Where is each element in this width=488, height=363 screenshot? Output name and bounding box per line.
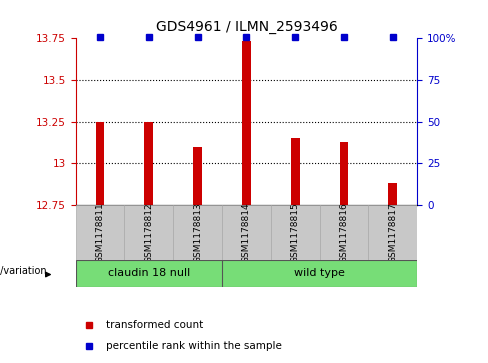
Bar [368,205,417,260]
Text: GSM1178816: GSM1178816 [340,202,348,263]
Text: claudin 18 null: claudin 18 null [108,268,190,278]
Bar [124,205,173,260]
Text: GSM1178812: GSM1178812 [144,202,153,263]
Bar [340,142,348,205]
Bar [320,205,368,260]
Title: GDS4961 / ILMN_2593496: GDS4961 / ILMN_2593496 [156,20,337,34]
Bar [144,122,153,205]
Bar [271,205,320,260]
Text: percentile rank within the sample: percentile rank within the sample [106,341,282,351]
Bar [76,205,124,260]
Bar [242,41,251,205]
Bar [222,205,271,260]
Bar [193,147,202,205]
Bar [388,183,397,205]
Text: GSM1178813: GSM1178813 [193,202,202,263]
Bar [173,205,222,260]
Text: GSM1178811: GSM1178811 [96,202,104,263]
Bar [96,122,104,205]
Text: wild type: wild type [294,268,345,278]
Text: genotype/variation: genotype/variation [0,266,47,276]
Text: GSM1178814: GSM1178814 [242,202,251,263]
Text: GSM1178817: GSM1178817 [388,202,397,263]
Bar [291,138,300,205]
Text: GSM1178815: GSM1178815 [291,202,300,263]
Text: transformed count: transformed count [106,321,203,330]
